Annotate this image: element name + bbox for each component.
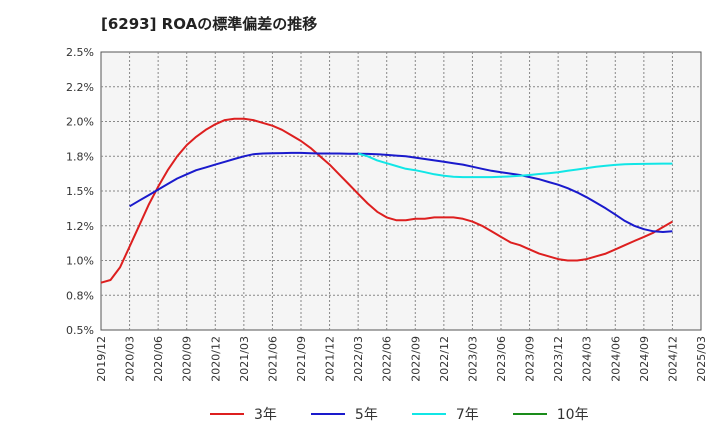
- legend-item: 7年: [411, 404, 479, 424]
- x-tick-label: 2024/12: [666, 336, 679, 382]
- x-tick-label: 2022/06: [381, 336, 394, 382]
- x-tick-label: 2022/12: [438, 336, 451, 382]
- x-tick-label: 2021/12: [324, 336, 337, 382]
- x-tick-label: 2021/03: [238, 336, 251, 382]
- x-tick-label: 2023/06: [495, 336, 508, 382]
- x-tick-label: 2024/06: [609, 336, 622, 382]
- x-tick-label: 2021/09: [295, 336, 308, 382]
- x-tick-label: 2023/03: [466, 336, 479, 382]
- legend-label: 10年: [556, 407, 589, 423]
- y-tick-label: 1.8%: [66, 150, 94, 163]
- series-line-5年: [129, 151, 673, 233]
- x-tick-label: 2024/03: [581, 336, 594, 382]
- chart-title: [6293] ROAの標準偏差の推移: [101, 15, 318, 33]
- y-tick-label: 1.5%: [66, 185, 94, 198]
- legend-item: 10年: [512, 404, 589, 424]
- x-tick-label: 2020/06: [152, 336, 165, 382]
- legend-label: 3年: [254, 407, 277, 423]
- x-tick-label: 2023/09: [524, 336, 537, 382]
- legend-label: 5年: [354, 407, 378, 423]
- y-tick-label: 0.8%: [66, 289, 94, 302]
- x-tick-label: 2023/12: [552, 336, 565, 382]
- legend-swatch: [210, 413, 244, 415]
- x-tick-label: 2025/03: [695, 336, 708, 382]
- x-tick-label: 2022/09: [409, 336, 422, 382]
- y-tick-label: 2.2%: [66, 81, 94, 94]
- legend: 3年 5年 7年 10年: [210, 404, 589, 424]
- legend-swatch: [512, 413, 547, 415]
- y-axis: 0.5% 0.8% 1.0% 1.2% 1.5% 1.8% 2.0% 2.2% 2.5%: [66, 46, 94, 337]
- grid-lines: [101, 52, 701, 330]
- x-tick-label: 2020/03: [124, 336, 137, 382]
- legend-item: 3年: [210, 404, 277, 424]
- x-tick-label: 2020/12: [209, 336, 222, 382]
- y-tick-label: 1.2%: [66, 220, 94, 233]
- x-axis: 2019/12 2020/03 2020/06 2020/09 2020/12 2021/…: [95, 336, 708, 382]
- x-tick-label: 2022/03: [352, 336, 365, 382]
- y-tick-label: 0.5%: [66, 324, 94, 337]
- x-tick-label: 2019/12: [95, 336, 108, 382]
- x-tick-label: 2021/06: [266, 336, 279, 382]
- y-tick-label: 2.5%: [66, 46, 94, 59]
- x-tick-label: 2024/09: [638, 336, 651, 382]
- series-line-7年: [357, 152, 673, 179]
- legend-swatch: [310, 413, 345, 415]
- legend-label: 7年: [455, 407, 479, 423]
- series-line-3年: [100, 117, 673, 284]
- series-lines: [100, 117, 673, 284]
- y-tick-label: 2.0%: [66, 116, 94, 129]
- legend-item: 5年: [310, 404, 378, 424]
- x-tick-label: 2020/09: [181, 336, 194, 382]
- legend-swatch: [411, 413, 446, 415]
- y-tick-label: 1.0%: [66, 255, 94, 268]
